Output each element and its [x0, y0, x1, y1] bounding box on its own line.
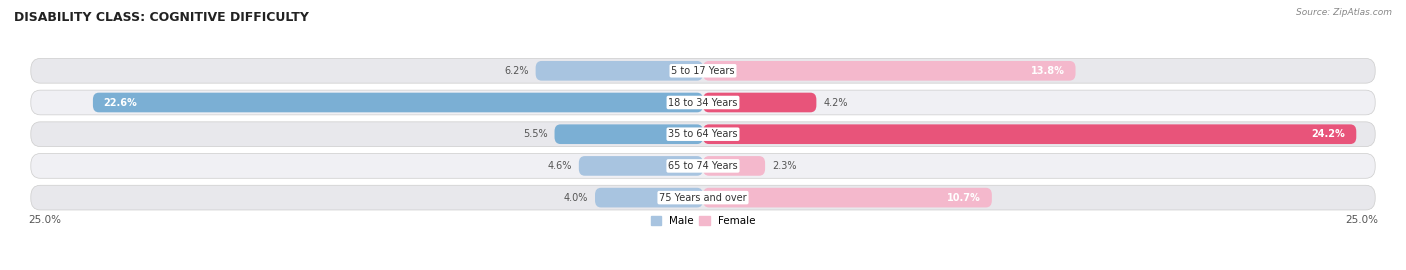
FancyBboxPatch shape: [703, 93, 817, 112]
FancyBboxPatch shape: [579, 156, 703, 176]
FancyBboxPatch shape: [31, 58, 1375, 83]
Text: 65 to 74 Years: 65 to 74 Years: [668, 161, 738, 171]
FancyBboxPatch shape: [31, 185, 1375, 210]
FancyBboxPatch shape: [703, 188, 991, 207]
FancyBboxPatch shape: [31, 154, 1375, 178]
Text: 13.8%: 13.8%: [1031, 66, 1064, 76]
Text: 4.0%: 4.0%: [564, 193, 588, 202]
FancyBboxPatch shape: [554, 124, 703, 144]
Text: 22.6%: 22.6%: [104, 97, 138, 107]
FancyBboxPatch shape: [703, 156, 765, 176]
Text: Source: ZipAtlas.com: Source: ZipAtlas.com: [1296, 8, 1392, 17]
FancyBboxPatch shape: [703, 61, 1076, 81]
FancyBboxPatch shape: [93, 93, 703, 112]
Text: 6.2%: 6.2%: [505, 66, 529, 76]
FancyBboxPatch shape: [31, 122, 1375, 147]
FancyBboxPatch shape: [536, 61, 703, 81]
Text: 5 to 17 Years: 5 to 17 Years: [671, 66, 735, 76]
Text: 4.6%: 4.6%: [548, 161, 572, 171]
Text: DISABILITY CLASS: COGNITIVE DIFFICULTY: DISABILITY CLASS: COGNITIVE DIFFICULTY: [14, 11, 309, 24]
Text: 4.2%: 4.2%: [823, 97, 848, 107]
Text: 25.0%: 25.0%: [1346, 215, 1378, 225]
Text: 25.0%: 25.0%: [28, 215, 60, 225]
Text: 2.3%: 2.3%: [772, 161, 796, 171]
Text: 75 Years and over: 75 Years and over: [659, 193, 747, 202]
Text: 5.5%: 5.5%: [523, 129, 548, 139]
Text: 35 to 64 Years: 35 to 64 Years: [668, 129, 738, 139]
FancyBboxPatch shape: [31, 90, 1375, 115]
FancyBboxPatch shape: [703, 124, 1357, 144]
Text: 18 to 34 Years: 18 to 34 Years: [668, 97, 738, 107]
FancyBboxPatch shape: [595, 188, 703, 207]
Text: 10.7%: 10.7%: [948, 193, 981, 202]
Text: 24.2%: 24.2%: [1312, 129, 1346, 139]
Legend: Male, Female: Male, Female: [647, 212, 759, 230]
